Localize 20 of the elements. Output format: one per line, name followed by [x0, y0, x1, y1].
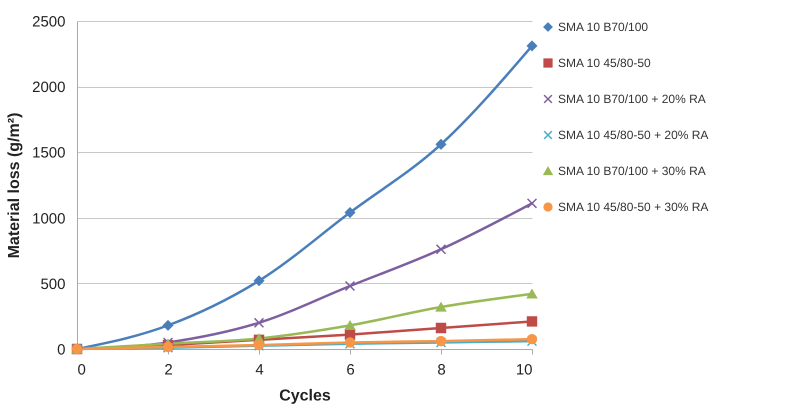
legend-label: SMA 10 45/80-50 + 30% RA — [558, 200, 708, 214]
y-tick-label: 2000 — [32, 79, 66, 96]
legend-label: SMA 10 B70/100 + 20% RA — [558, 92, 706, 106]
y-tick-label: 0 — [57, 342, 66, 358]
x-tick-label: 0 — [78, 362, 86, 378]
x-tick-label: 2 — [164, 362, 173, 378]
x-tick-label: 8 — [437, 362, 446, 378]
legend-label: SMA 10 B70/100 + 30% RA — [558, 164, 706, 178]
legend-label: SMA 10 B70/100 — [558, 20, 648, 34]
y-axis-title: Material loss (g/m²) — [6, 112, 24, 258]
y-tick-label: 2500 — [32, 14, 66, 30]
x-tick-label: 10 — [516, 362, 532, 378]
x-axis-title: Cycles — [279, 388, 331, 404]
x-tick-label: 4 — [255, 362, 264, 378]
legend-label: SMA 10 45/80-50 + 20% RA — [558, 128, 708, 142]
x-tick-label: 6 — [346, 362, 355, 378]
y-tick-label: 1500 — [32, 144, 66, 162]
y-tick-label: 500 — [40, 276, 66, 293]
y-tick-label: 1000 — [32, 210, 66, 228]
legend-label: SMA 10 45/80-50 — [558, 56, 652, 70]
